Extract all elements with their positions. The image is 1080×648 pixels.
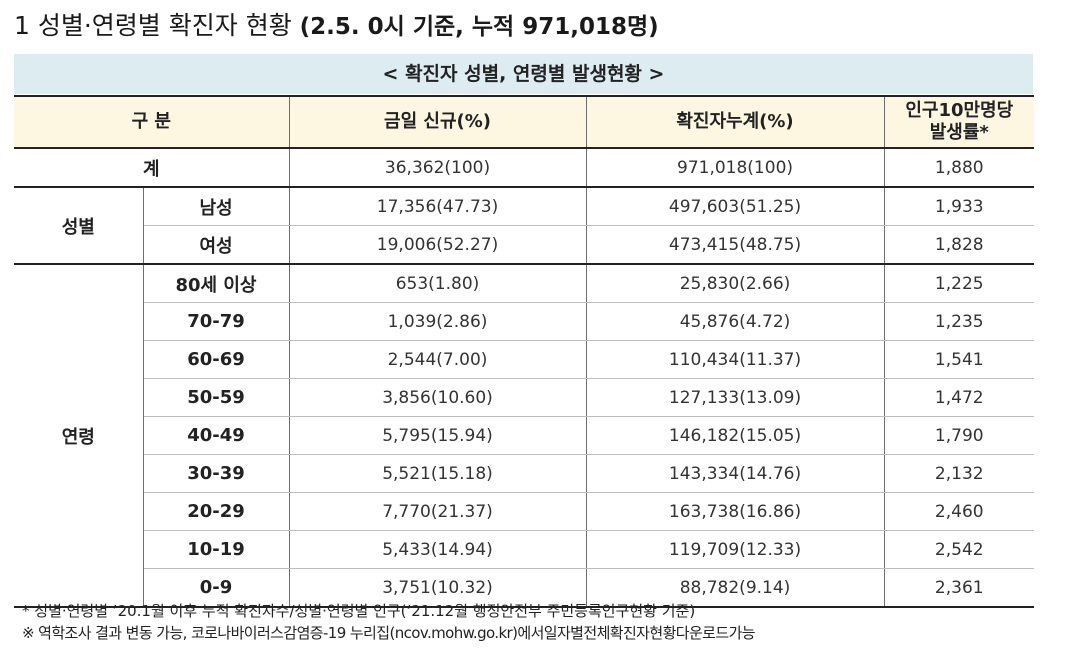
row-cumulative: 143,334(14.76) — [585, 454, 885, 493]
row-label: 80세 이상 — [142, 263, 290, 303]
total-label: 계 — [14, 147, 290, 188]
row-cumulative: 25,830(2.66) — [585, 263, 885, 303]
row-rate: 1,541 — [883, 340, 1035, 379]
header-rate-line2: 발생률* — [929, 122, 989, 143]
row-new: 17,356(47.73) — [288, 186, 587, 226]
header-new-today: 금일 신규(%) — [288, 95, 587, 149]
row-new: 1,039(2.86) — [288, 302, 587, 341]
row-rate: 1,790 — [883, 416, 1035, 455]
row-new: 3,856(10.60) — [288, 378, 587, 417]
total-cumulative: 971,018(100) — [585, 147, 885, 188]
table-row: 40-49 5,795(15.94) 146,182(15.05) 1,790 — [14, 416, 1035, 455]
row-new: 19,006(52.27) — [288, 225, 587, 265]
row-label: 20-29 — [143, 492, 290, 531]
header-rate: 인구10만명당 발생률* — [883, 95, 1035, 149]
sex-group-label: 성별 — [14, 186, 144, 265]
row-cumulative: 88,782(9.14) — [585, 568, 885, 608]
row-new: 2,544(7.00) — [288, 340, 587, 379]
table-caption: < 확진자 성별, 연령별 발생현황 > — [14, 54, 1033, 94]
row-rate: 1,225 — [883, 263, 1035, 303]
page-title: 1 성별·연령별 확진자 현황 (2.5. 0시 기준, 누적 971,018명… — [14, 8, 659, 44]
row-label: 남성 — [142, 186, 290, 226]
header-row: 구 분 금일 신규(%) 확진자누계(%) 인구10만명당 발생률* — [14, 95, 1035, 149]
row-label: 70-79 — [143, 302, 290, 341]
row-cumulative: 473,415(48.75) — [585, 225, 885, 265]
row-rate: 2,460 — [883, 492, 1035, 531]
row-label: 10-19 — [143, 530, 290, 569]
row-new: 5,795(15.94) — [288, 416, 587, 455]
row-label: 50-59 — [143, 378, 290, 417]
row-rate: 2,542 — [883, 530, 1035, 569]
table-row: 여성 19,006(52.27) 473,415(48.75) 1,828 — [14, 225, 1035, 265]
row-cumulative: 163,738(16.86) — [585, 492, 885, 531]
row-rate: 1,828 — [883, 225, 1035, 265]
title-sub: (2.5. 0시 기준, 누적 971,018명) — [299, 14, 659, 40]
section-number: 1 — [14, 11, 30, 40]
title-main: 성별·연령별 확진자 현황 — [37, 11, 292, 40]
footnote-disclaimer: ※ 역학조사 결과 변동 가능, 코로나바이러스감염증-19 누리집(ncov.… — [22, 624, 756, 642]
row-label: 60-69 — [143, 340, 290, 379]
row-rate: 1,472 — [883, 378, 1035, 417]
row-new: 3,751(10.32) — [288, 568, 587, 608]
table-row: 60-69 2,544(7.00) 110,434(11.37) 1,541 — [14, 340, 1035, 379]
header-cumulative: 확진자누계(%) — [585, 95, 885, 149]
row-rate: 2,361 — [883, 568, 1035, 608]
table-row: 30-39 5,521(15.18) 143,334(14.76) 2,132 — [14, 454, 1035, 493]
total-new: 36,362(100) — [288, 147, 587, 188]
header-rate-line1: 인구10만명당 — [905, 100, 1014, 121]
row-cumulative: 127,133(13.09) — [585, 378, 885, 417]
row-cumulative: 497,603(51.25) — [585, 186, 885, 226]
table-row: 연령 80세 이상 653(1.80) 25,830(2.66) 1,225 — [14, 263, 1035, 608]
row-label: 여성 — [143, 225, 290, 265]
footnotes: * 성별·연령별 ’20.1월 이후 누적 확진자수/성별·연령별 인구(‘21… — [22, 600, 756, 644]
total-rate: 1,880 — [883, 147, 1035, 188]
row-rate: 2,132 — [883, 454, 1035, 493]
row-cumulative: 119,709(12.33) — [585, 530, 885, 569]
row-label: 40-49 — [143, 416, 290, 455]
row-cumulative: 110,434(11.37) — [585, 340, 885, 379]
row-rate: 1,933 — [883, 186, 1035, 226]
row-label: 30-39 — [143, 454, 290, 493]
header-category: 구 분 — [14, 95, 290, 149]
table-row: 0-9 3,751(10.32) 88,782(9.14) 2,361 — [14, 568, 1035, 608]
table-row: 20-29 7,770(21.37) 163,738(16.86) 2,460 — [14, 492, 1035, 531]
confirmed-cases-table: 구 분 금일 신규(%) 확진자누계(%) 인구10만명당 발생률* 계 36,… — [14, 95, 1035, 608]
total-row: 계 36,362(100) 971,018(100) 1,880 — [14, 147, 1035, 188]
table-row: 10-19 5,433(14.94) 119,709(12.33) 2,542 — [14, 530, 1035, 569]
footnote-definition: * 성별·연령별 ’20.1월 이후 누적 확진자수/성별·연령별 인구(‘21… — [22, 602, 696, 620]
row-new: 653(1.80) — [288, 263, 587, 303]
row-label: 0-9 — [143, 568, 290, 608]
row-rate: 1,235 — [883, 302, 1035, 341]
table-row: 70-79 1,039(2.86) 45,876(4.72) 1,235 — [14, 302, 1035, 341]
row-cumulative: 45,876(4.72) — [585, 302, 885, 341]
age-group-label: 연령 — [14, 263, 144, 608]
table-row: 성별 남성 17,356(47.73) 497,603(51.25) 1,933 — [14, 186, 1035, 265]
row-cumulative: 146,182(15.05) — [585, 416, 885, 455]
row-new: 5,433(14.94) — [288, 530, 587, 569]
table-row: 50-59 3,856(10.60) 127,133(13.09) 1,472 — [14, 378, 1035, 417]
row-new: 5,521(15.18) — [288, 454, 587, 493]
row-new: 7,770(21.37) — [288, 492, 587, 531]
